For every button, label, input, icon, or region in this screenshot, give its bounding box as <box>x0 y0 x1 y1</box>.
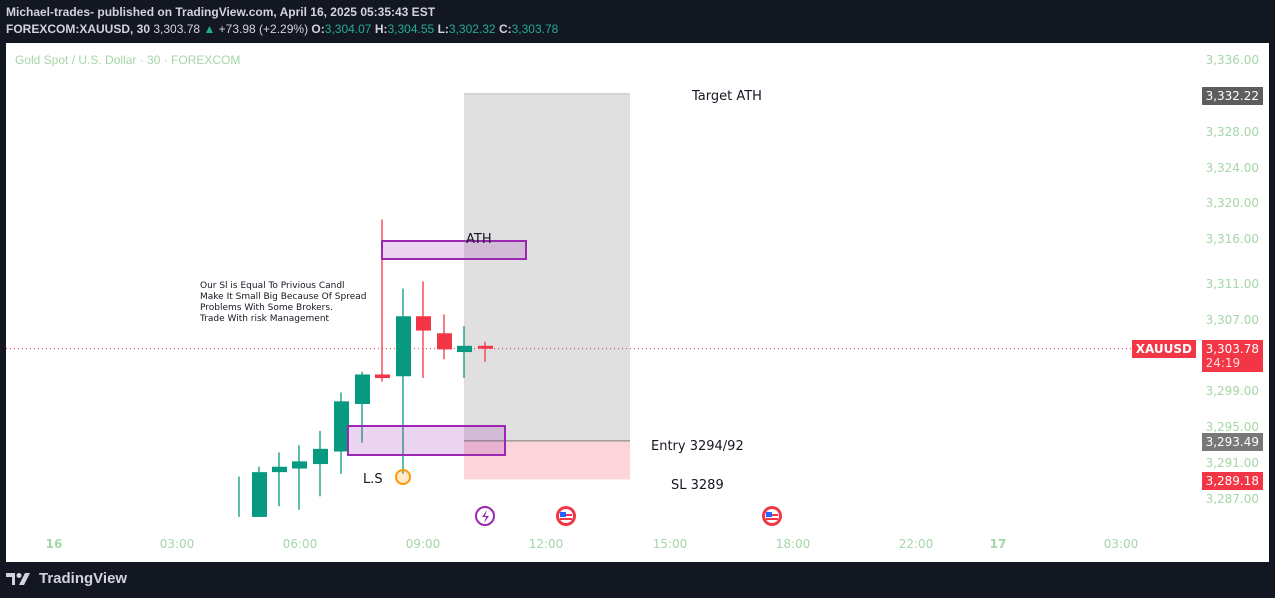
chart-pane[interactable]: Gold Spot / U.S. Dollar · 30 · FOREXCOM … <box>6 43 1269 562</box>
symbol-info: FOREXCOM:XAUUSD, 30 3,303.78 ▲ +73.98 (+… <box>6 22 558 36</box>
target-zone <box>464 93 630 441</box>
us-flag-icon <box>772 514 778 516</box>
time-tick: 09:00 <box>405 537 441 551</box>
price-tick: 3,336.00 <box>1205 53 1259 67</box>
publish-info: Michael-trades- published on TradingView… <box>6 5 435 19</box>
tradingview-logo[interactable]: TradingView <box>6 570 127 587</box>
sl-note: SL 3289 <box>671 478 724 493</box>
candle-body <box>416 316 431 331</box>
stop-price-label: 3,289.18 <box>1201 472 1263 490</box>
ls-note: L.S <box>363 472 383 487</box>
high-value: 3,304.55 <box>387 22 435 36</box>
candle-body <box>272 466 287 473</box>
change: +73.98 (+2.29%) <box>218 22 309 36</box>
price-tick: 3,287.00 <box>1205 492 1259 506</box>
tradingview-logo-icon <box>6 572 30 585</box>
last-price: 3,303.78 <box>153 22 201 36</box>
price-tick: 3,324.00 <box>1205 160 1259 175</box>
candle-body <box>478 345 493 349</box>
candle-body <box>252 472 267 517</box>
price-tick: 3,316.00 <box>1205 232 1259 247</box>
us-flag-icon <box>566 514 572 516</box>
candle-body <box>437 333 452 350</box>
entry-note: Entry 3294/92 <box>651 439 744 454</box>
open-label: O: <box>311 22 325 36</box>
price-tick: 3,307.00 <box>1205 312 1259 327</box>
time-tick: 15:00 <box>652 537 688 551</box>
ath-note: ATH <box>466 232 492 247</box>
price-tick: 3,320.00 <box>1205 196 1259 211</box>
us-flag-icon <box>766 512 772 517</box>
up-arrow-icon: ▲ <box>203 22 216 36</box>
stop-zone <box>464 440 630 480</box>
us-flag-icon <box>560 512 566 517</box>
current-price: 3,303.78 <box>1205 342 1259 356</box>
us-flag-icon <box>766 518 778 520</box>
time-tick: 17 <box>989 537 1007 551</box>
price-tick: 3,328.00 <box>1205 124 1259 139</box>
high-label: H: <box>374 22 388 36</box>
time-tick: 03:00 <box>159 537 195 551</box>
target-price-label: 3,332.22 <box>1201 87 1263 105</box>
price-tick: 3,311.00 <box>1205 276 1259 291</box>
entry-price-label: 3,293.49 <box>1201 433 1263 451</box>
current-price-label: 3,303.78 24:19 <box>1201 340 1263 372</box>
us-flag-icon <box>560 518 572 520</box>
risk-note: Our Sl is Equal To Privious Candl Make I… <box>200 281 367 324</box>
candle-body <box>313 448 328 465</box>
candle-body <box>292 461 307 469</box>
time-tick: 12:00 <box>528 537 564 551</box>
price-tick: 3,295.00 <box>1205 420 1259 435</box>
price-tick: 3,299.00 <box>1205 384 1259 399</box>
brand-name: TradingView <box>39 570 128 587</box>
demand-zone <box>347 425 506 456</box>
time-tick: 18:00 <box>775 537 811 551</box>
chart-legend: Gold Spot / U.S. Dollar · 30 · FOREXCOM <box>15 53 241 67</box>
time-tick: 03:00 <box>1103 537 1139 551</box>
open-value: 3,304.07 <box>324 22 372 36</box>
candlestick-plot[interactable] <box>6 43 1269 562</box>
candle-body <box>396 316 411 377</box>
time-tick: 06:00 <box>282 537 318 551</box>
target-note: Target ATH <box>692 89 762 104</box>
candle-body <box>375 374 390 379</box>
lightning-icon <box>482 510 489 523</box>
ath-zone <box>381 240 527 260</box>
candle-body <box>355 374 370 405</box>
symbol: FOREXCOM:XAUUSD, 30 <box>6 22 151 36</box>
candle-body <box>457 345 472 353</box>
close-value: 3,303.78 <box>511 22 559 36</box>
time-tick: 16 <box>45 537 63 551</box>
author: Michael-trades- published on TradingView… <box>6 5 436 19</box>
close-label: C: <box>498 22 512 36</box>
liquidity-sweep-marker <box>395 469 411 485</box>
low-label: L: <box>437 22 449 36</box>
low-value: 3,302.32 <box>448 22 496 36</box>
bar-countdown: 24:19 <box>1205 356 1241 370</box>
symbol-tag: XAUUSD <box>1131 340 1196 358</box>
candle-body <box>334 401 349 452</box>
time-tick: 22:00 <box>898 537 934 551</box>
price-tick: 3,291.00 <box>1205 456 1259 471</box>
